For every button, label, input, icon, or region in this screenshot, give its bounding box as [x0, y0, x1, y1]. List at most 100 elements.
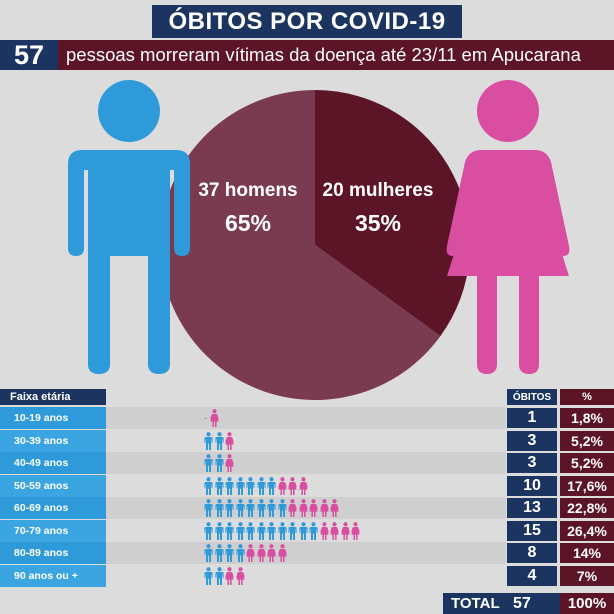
- man-icon: [225, 544, 234, 562]
- man-icon: [204, 544, 213, 562]
- woman-icon: [246, 544, 255, 562]
- row-stripe: [106, 564, 506, 587]
- man-icon: [214, 566, 224, 585]
- man-icon: [309, 521, 318, 540]
- age-label: 90 anos ou +: [0, 564, 106, 587]
- deaths-percent: 14%: [560, 543, 614, 563]
- man-icon: [235, 521, 245, 540]
- deaths-percent: 26,4%: [560, 520, 614, 541]
- pie-label-women-percent: 35%: [354, 210, 402, 236]
- man-icon: [204, 476, 213, 495]
- woman-icon: [298, 499, 308, 517]
- woman-icon: [225, 431, 234, 450]
- man-icon: [256, 499, 266, 517]
- woman-icon: [309, 499, 318, 517]
- woman-icon: [298, 476, 308, 495]
- table-row: 40-49 anos 3 5,2%: [0, 452, 614, 474]
- man-icon: [204, 521, 213, 540]
- man-icon: [235, 544, 245, 562]
- age-label: 60-69 anos: [0, 497, 106, 519]
- total-label: TOTAL: [451, 595, 500, 612]
- woman-icon: [235, 566, 245, 585]
- table-row: 50-59 anos 10 17,6%: [0, 474, 614, 497]
- header-deaths: ÓBITOS: [507, 389, 557, 405]
- deaths-count: 8: [507, 543, 557, 563]
- person-icons: [204, 499, 341, 517]
- person-icons: [204, 454, 236, 472]
- table-row: 80-89 anos 8 14%: [0, 542, 614, 564]
- age-label: 50-59 anos: [0, 474, 106, 497]
- row-stripe: [106, 407, 506, 429]
- woman-icon: [446, 80, 570, 374]
- man-icon: [267, 499, 276, 517]
- pie-slice-homens: [159, 90, 441, 401]
- row-stripe: [106, 542, 506, 564]
- man-icon: [204, 566, 213, 585]
- woman-icon: [288, 499, 297, 517]
- pie-label-men-percent: 65%: [224, 210, 272, 236]
- woman-icon: [351, 521, 360, 540]
- header-age: Faixa etária: [0, 389, 106, 405]
- man-icon: [246, 476, 255, 495]
- deaths-count: 3: [507, 430, 557, 451]
- woman-icon: [319, 499, 329, 517]
- pie-slice-mulheres: [315, 90, 470, 337]
- pie-label-men-count: 37 homens: [198, 180, 298, 201]
- deaths-percent: 22,8%: [560, 498, 614, 518]
- deaths-percent: 5,2%: [560, 430, 614, 451]
- man-icon: [204, 454, 213, 472]
- woman-icon: [225, 454, 234, 472]
- man-icon: [214, 476, 224, 495]
- woman-icon: [277, 476, 287, 495]
- man-icon: [277, 521, 287, 540]
- man-icon: [225, 521, 234, 540]
- table-row: 30-39 anos 3 5,2%: [0, 429, 614, 452]
- man-icon: [204, 499, 213, 517]
- man-icon: [225, 499, 234, 517]
- age-label: 70-79 anos: [0, 519, 106, 542]
- pie-label-men: 37 homens 65%: [193, 180, 303, 237]
- page-title: ÓBITOS POR COVID-19: [152, 5, 462, 38]
- man-icon: [214, 544, 224, 562]
- row-stripe: [106, 452, 506, 474]
- woman-icon: [319, 521, 329, 540]
- subtitle-bar: [0, 40, 614, 70]
- man-icon: [256, 521, 266, 540]
- man-icon: [256, 476, 266, 495]
- header-percent: %: [560, 389, 614, 405]
- woman-icon: [267, 544, 276, 562]
- woman-icon: [256, 544, 266, 562]
- row-stripe: [106, 429, 506, 452]
- man-icon: [225, 476, 234, 495]
- person-icons: [204, 431, 236, 450]
- man-icon: [68, 80, 190, 374]
- table-row: 90 anos ou + 4 7%: [0, 564, 614, 587]
- deaths-count: 4: [507, 565, 557, 586]
- deaths-percent: 7%: [560, 565, 614, 586]
- man-icon: [246, 499, 255, 517]
- total-row: TOTAL 57 100%: [443, 593, 614, 614]
- man-icon: [214, 521, 224, 540]
- person-icons: [204, 476, 309, 495]
- man-icon: [246, 521, 255, 540]
- man-icon: [214, 431, 224, 450]
- deaths-percent: 17,6%: [560, 475, 614, 496]
- deaths-count: 15: [507, 520, 557, 541]
- man-icon: [235, 476, 245, 495]
- man-icon: [214, 499, 224, 517]
- woman-icon: [277, 544, 287, 562]
- total-deaths-number: 57: [0, 40, 58, 70]
- woman-icon: [225, 566, 234, 585]
- age-label: 40-49 anos: [0, 452, 106, 474]
- woman-icon: [330, 499, 339, 517]
- person-icons: -: [204, 409, 221, 427]
- man-icon: [298, 521, 308, 540]
- age-label: 30-39 anos: [0, 429, 106, 452]
- total-percent: 100%: [560, 593, 614, 614]
- table-row: 10-19 anos - 1 1,8%: [0, 407, 614, 429]
- woman-icon: [210, 409, 219, 427]
- person-icons: [204, 521, 362, 540]
- deaths-count: 10: [507, 475, 557, 496]
- table-row: 70-79 anos 15 26,4%: [0, 519, 614, 542]
- age-label: 10-19 anos: [0, 407, 106, 429]
